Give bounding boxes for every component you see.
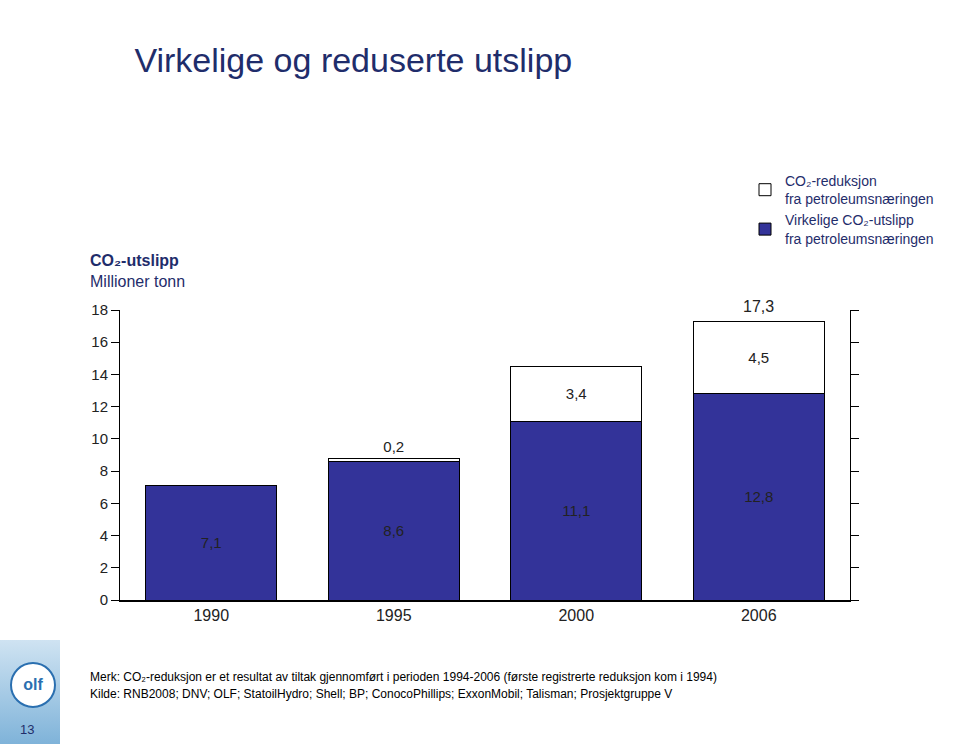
svg-text:CO₂-utslippMillioner tonn: CO₂-utslippMillioner tonn [90, 252, 185, 290]
html-text:olf: olf [23, 676, 43, 693]
svg-text:1995: 1995 [376, 607, 412, 624]
svg-text:8,6: 8,6 [383, 522, 404, 539]
svg-text:7,1: 7,1 [201, 534, 222, 551]
svg-text:17,3: 17,3 [743, 298, 774, 315]
svg-text:2: 2 [100, 559, 108, 576]
svg-text:0,2: 0,2 [383, 438, 404, 455]
svg-text:2000: 2000 [558, 607, 594, 624]
svg-text:10: 10 [91, 430, 108, 447]
svg-text:4,5: 4,5 [748, 349, 769, 366]
svg-text:Virkelige og reduserte utslipp: Virkelige og reduserte utslipp [134, 41, 572, 79]
svg-text:Kilde: RNB2008; DNV; OLF; Stat: Kilde: RNB2008; DNV; OLF; StatoilHydro; … [90, 687, 672, 701]
svg-text:8: 8 [100, 462, 108, 479]
svg-text:CO₂-reduksjonfra petroleumsnær: CO₂-reduksjonfra petroleumsnæringen [785, 173, 934, 207]
svg-text:4: 4 [100, 527, 108, 544]
svg-text:11,1: 11,1 [562, 502, 590, 519]
svg-text:12,8: 12,8 [744, 488, 773, 505]
svg-text:12: 12 [91, 398, 108, 415]
svg-text:18: 18 [91, 301, 108, 318]
svg-text:Merk: CO₂-reduksjon er et resu: Merk: CO₂-reduksjon er et resultat av ti… [90, 670, 717, 684]
svg-text:16: 16 [91, 333, 108, 350]
svg-text:6: 6 [100, 495, 108, 512]
svg-text:2006: 2006 [741, 607, 777, 624]
svg-text:14: 14 [91, 366, 108, 383]
svg-text:Virkelige CO₂-utslippfra petro: Virkelige CO₂-utslippfra petroleumsnærin… [785, 212, 934, 246]
svg-text:3,4: 3,4 [566, 385, 587, 402]
html-text:13: 13 [20, 722, 35, 737]
svg-text:1990: 1990 [193, 607, 229, 624]
svg-text:0: 0 [100, 591, 108, 608]
